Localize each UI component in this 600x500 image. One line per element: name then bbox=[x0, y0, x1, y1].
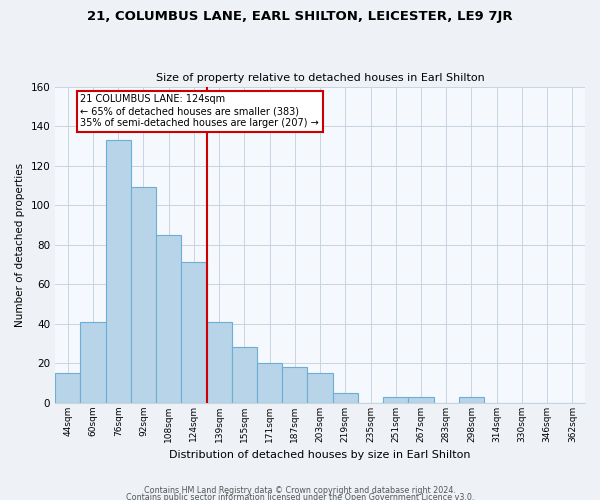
Text: 21, COLUMBUS LANE, EARL SHILTON, LEICESTER, LE9 7JR: 21, COLUMBUS LANE, EARL SHILTON, LEICEST… bbox=[87, 10, 513, 23]
Bar bbox=[282, 367, 307, 402]
Bar bbox=[332, 392, 358, 402]
Bar bbox=[257, 363, 282, 403]
Y-axis label: Number of detached properties: Number of detached properties bbox=[15, 162, 25, 326]
Bar bbox=[206, 322, 232, 402]
X-axis label: Distribution of detached houses by size in Earl Shilton: Distribution of detached houses by size … bbox=[169, 450, 471, 460]
Bar bbox=[307, 373, 332, 402]
Bar bbox=[459, 396, 484, 402]
Bar bbox=[232, 347, 257, 403]
Text: Contains public sector information licensed under the Open Government Licence v3: Contains public sector information licen… bbox=[126, 494, 474, 500]
Bar bbox=[156, 234, 181, 402]
Bar bbox=[131, 188, 156, 402]
Text: 21 COLUMBUS LANE: 124sqm
← 65% of detached houses are smaller (383)
35% of semi-: 21 COLUMBUS LANE: 124sqm ← 65% of detach… bbox=[80, 94, 319, 128]
Title: Size of property relative to detached houses in Earl Shilton: Size of property relative to detached ho… bbox=[156, 73, 484, 83]
Text: Contains HM Land Registry data © Crown copyright and database right 2024.: Contains HM Land Registry data © Crown c… bbox=[144, 486, 456, 495]
Bar bbox=[106, 140, 131, 402]
Bar bbox=[383, 396, 409, 402]
Bar bbox=[80, 322, 106, 402]
Bar bbox=[181, 262, 206, 402]
Bar bbox=[409, 396, 434, 402]
Bar bbox=[55, 373, 80, 402]
